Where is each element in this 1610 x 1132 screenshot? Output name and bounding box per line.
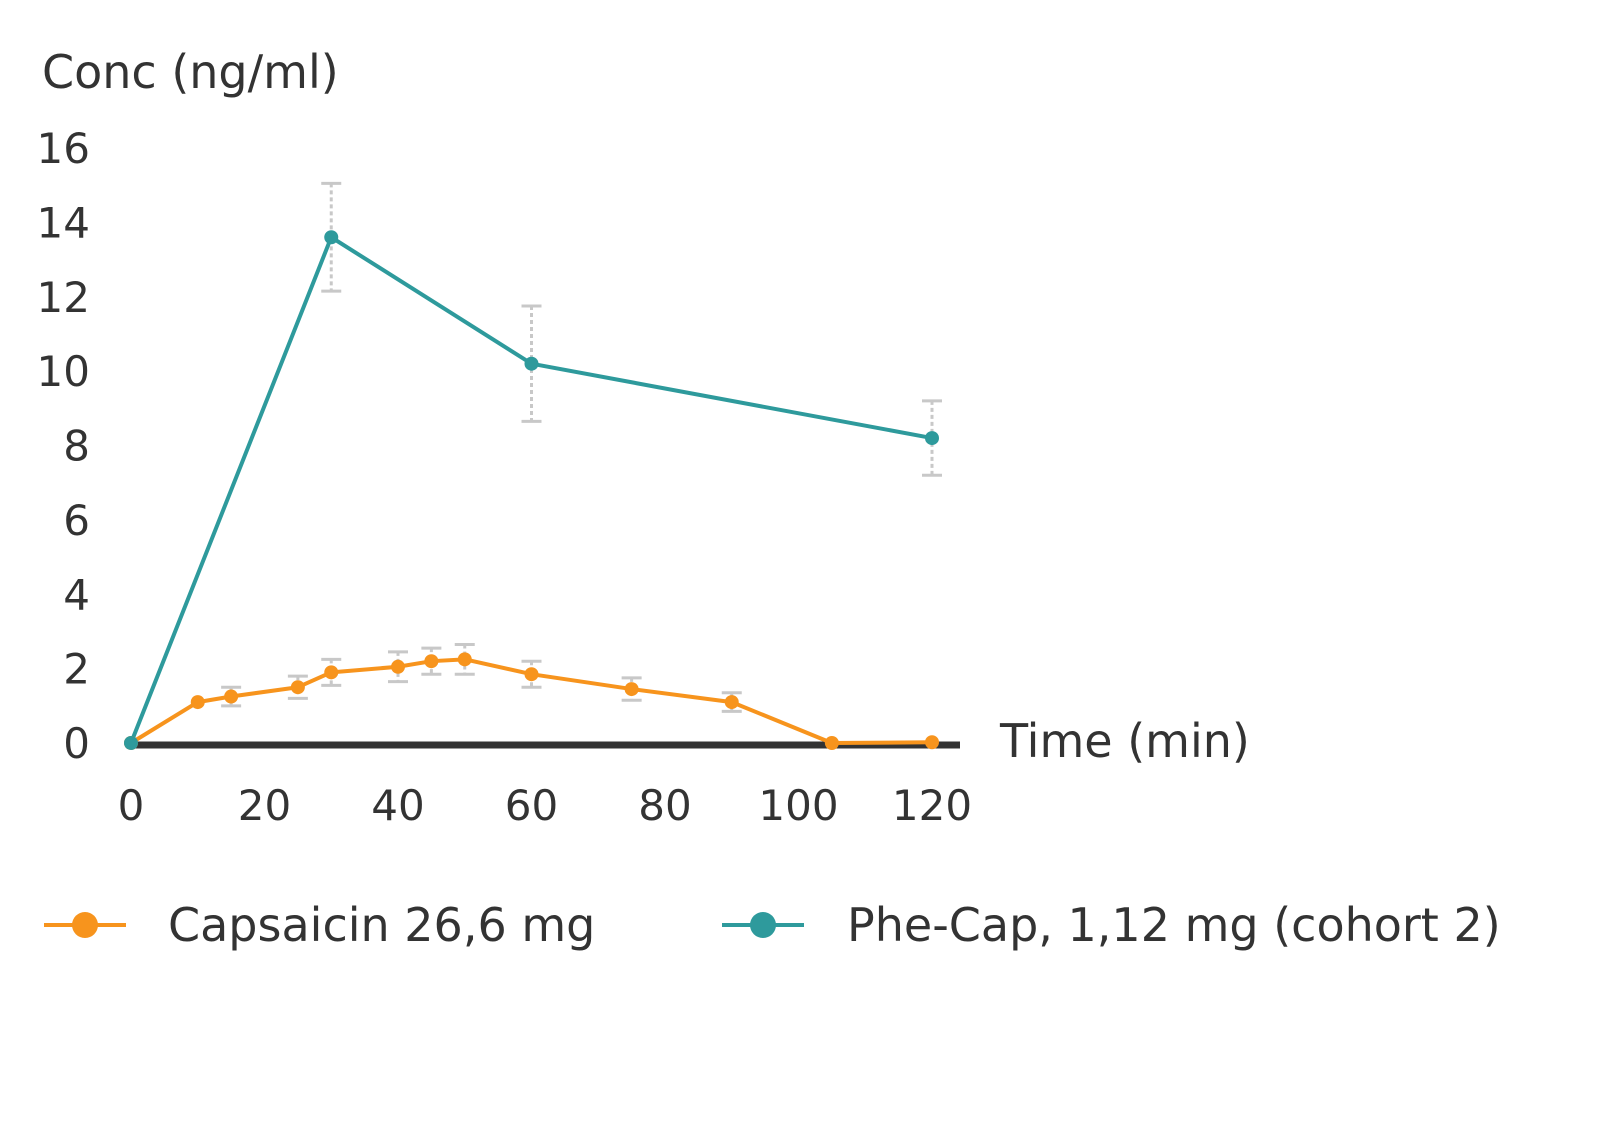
data-point-series-1 [925,735,939,750]
data-point-series-1 [324,665,339,680]
legend-item-1: Capsaicin 26,6 mg [44,898,595,952]
legend-item-2: Phe-Cap, 1,12 mg (cohort 2) [722,898,1501,952]
data-point-series-1 [424,654,439,669]
data-point-series-1 [290,680,305,695]
x-axis-title: Time (min) [999,714,1250,768]
error-bar [421,646,442,676]
x-tick-label: 80 [638,781,691,830]
data-point-series-1 [190,695,205,710]
x-tick-label: 0 [118,781,145,830]
x-tick-label: 100 [758,781,838,830]
y-tick-label: 12 [37,273,90,322]
data-point-series-1 [624,682,639,697]
legend-label: Capsaicin 26,6 mg [168,898,595,952]
y-tick-label: 16 [37,124,90,173]
y-tick-label: 6 [63,496,90,545]
data-point-series-2 [324,230,339,245]
error-bar [621,676,642,702]
legend-swatch-marker [72,912,98,938]
error-bar [321,181,342,293]
series-points [124,230,939,750]
y-tick-label: 10 [37,347,90,396]
y-tick-label: 2 [63,645,90,694]
x-tick-label: 40 [371,781,424,830]
legend-swatch-marker [750,912,776,938]
x-axis-ticks: 0 20 40 60 80 100 120 [118,781,972,830]
legend: Capsaicin 26,6 mg Phe-Cap, 1,12 mg (cohor… [44,898,1501,952]
series-line-2 [129,235,933,744]
x-tick-label: 120 [892,781,972,830]
x-tick-label: 60 [505,781,558,830]
data-point-series-2 [925,431,939,446]
y-axis-title: Conc (ng/ml) [42,45,339,99]
data-point-series-1 [457,652,472,667]
y-axis-ticks: 0 2 4 6 8 10 12 14 16 [37,124,90,768]
data-point-series-2 [524,356,539,371]
error-bar [287,674,308,700]
y-tick-label: 4 [63,570,90,619]
error-bar [521,659,542,689]
data-point-series-1 [724,695,739,710]
y-tick-label: 0 [63,719,90,768]
y-tick-label: 8 [63,422,90,471]
data-point-series-1 [391,659,405,674]
y-tick-label: 14 [37,198,90,247]
data-point-series-2 [124,736,138,750]
legend-label: Phe-Cap, 1,12 mg (cohort 2) [847,898,1501,952]
data-point-series-1 [824,736,839,750]
data-point-series-1 [524,667,539,682]
x-tick-label: 20 [238,781,291,830]
error-bar [321,657,342,687]
error-bars [221,181,942,713]
data-point-series-1 [224,689,239,704]
